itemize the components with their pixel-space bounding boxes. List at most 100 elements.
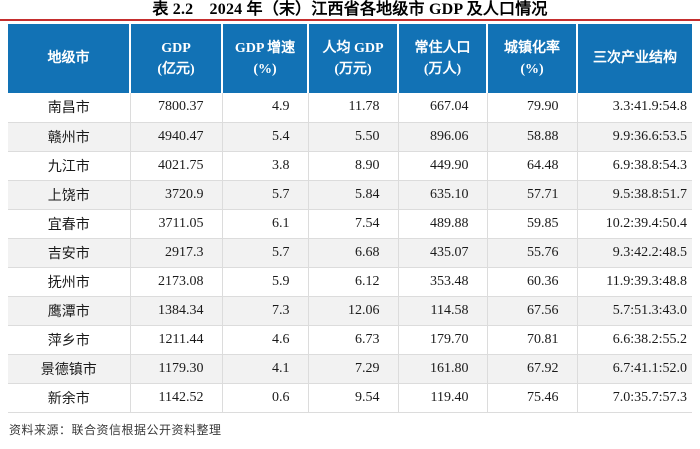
- cell-industry: 3.3:41.9:54.8: [576, 93, 692, 123]
- data-source-note: 资料来源：联合资信根据公开资料整理: [9, 422, 222, 437]
- cell-gdp: 2917.3: [129, 237, 223, 268]
- cell-per_capita: 7.54: [307, 208, 399, 239]
- cell-city: 九江市: [8, 150, 131, 181]
- cell-urbanization: 57.71: [486, 179, 578, 210]
- cell-city: 新余市: [8, 382, 131, 413]
- cell-growth: 5.7: [221, 179, 309, 210]
- cell-population: 489.88: [397, 208, 488, 239]
- cell-city: 抚州市: [8, 266, 131, 297]
- cell-urbanization: 79.90: [486, 93, 578, 123]
- cell-population: 119.40: [397, 382, 488, 413]
- header-per-capita-gdp: 人均 GDP (万元): [308, 24, 399, 93]
- cell-urbanization: 58.88: [486, 121, 578, 152]
- header-gdp: GDP (亿元): [130, 24, 223, 93]
- cell-city: 上饶市: [8, 179, 131, 210]
- cell-population: 161.80: [397, 353, 488, 384]
- cell-population: 435.07: [397, 237, 488, 268]
- table-title: 表 2.2 2024 年（末）江西省各地级市 GDP 及人口情况: [152, 1, 548, 18]
- cell-industry: 6.7:41.1:52.0: [576, 353, 692, 384]
- cell-city: 宜春市: [8, 208, 131, 239]
- header-gdp-growth: GDP 增速 (%): [222, 24, 309, 93]
- cell-city: 赣州市: [8, 121, 131, 152]
- table-row: 赣州市 4940.47 5.4 5.50 896.06 58.88 9.9:36.6:53.…: [8, 121, 692, 152]
- cell-gdp: 1142.52: [129, 382, 223, 413]
- cell-urbanization: 64.48: [486, 150, 578, 181]
- data-table-wrapper: 地级市 GDP (亿元) GDP 增速 (%) 人均 GDP (万元) 常住人口 (万人…: [8, 24, 692, 413]
- table-row: 宜春市 3711.05 6.1 7.54 489.88 59.85 10.2:39.4:50…: [8, 208, 692, 239]
- cell-urbanization: 70.81: [486, 324, 578, 355]
- cell-growth: 6.1: [221, 208, 309, 239]
- cell-growth: 5.7: [221, 237, 309, 268]
- table-row: 南昌市 7800.37 4.9 11.78 667.04 79.90 3.3:41.9:54…: [8, 93, 692, 123]
- cell-population: 449.90: [397, 150, 488, 181]
- cell-population: 635.10: [397, 179, 488, 210]
- red-divider-line: [0, 19, 700, 21]
- header-industry-structure: 三次产业结构: [577, 24, 692, 93]
- gdp-population-table: 地级市 GDP (亿元) GDP 增速 (%) 人均 GDP (万元) 常住人口 (万人…: [8, 24, 692, 413]
- table-row: 萍乡市 1211.44 4.6 6.73 179.70 70.81 6.6:38.2:55.…: [8, 324, 692, 355]
- cell-industry: 6.6:38.2:55.2: [576, 324, 692, 355]
- cell-urbanization: 60.36: [486, 266, 578, 297]
- cell-per_capita: 7.29: [307, 353, 399, 384]
- cell-population: 179.70: [397, 324, 488, 355]
- cell-growth: 0.6: [221, 382, 309, 413]
- cell-growth: 3.8: [221, 150, 309, 181]
- cell-growth: 4.6: [221, 324, 309, 355]
- table-row: 新余市 1142.52 0.6 9.54 119.40 75.46 7.0:35.7:57.…: [8, 382, 692, 413]
- table-row: 抚州市 2173.08 5.9 6.12 353.48 60.36 11.9:39.3:48…: [8, 266, 692, 297]
- cell-gdp: 3711.05: [129, 208, 223, 239]
- cell-growth: 5.9: [221, 266, 309, 297]
- cell-per_capita: 6.73: [307, 324, 399, 355]
- table-body: 南昌市 7800.37 4.9 11.78 667.04 79.90 3.3:41.9:54…: [8, 93, 692, 413]
- cell-per_capita: 12.06: [307, 295, 399, 326]
- cell-urbanization: 55.76: [486, 237, 578, 268]
- cell-urbanization: 75.46: [486, 382, 578, 413]
- cell-per_capita: 11.78: [307, 93, 399, 123]
- cell-population: 114.58: [397, 295, 488, 326]
- cell-city: 鹰潭市: [8, 295, 131, 326]
- cell-urbanization: 67.92: [486, 353, 578, 384]
- cell-gdp: 4021.75: [129, 150, 223, 181]
- cell-growth: 5.4: [221, 121, 309, 152]
- cell-city: 景德镇市: [8, 353, 131, 384]
- cell-per_capita: 5.84: [307, 179, 399, 210]
- cell-industry: 9.5:38.8:51.7: [576, 179, 692, 210]
- cell-per_capita: 5.50: [307, 121, 399, 152]
- cell-population: 667.04: [397, 93, 488, 123]
- cell-gdp: 1179.30: [129, 353, 223, 384]
- table-row: 景德镇市 1179.30 4.1 7.29 161.80 67.92 6.7:41.1:52…: [8, 353, 692, 384]
- cell-industry: 9.9:36.6:53.5: [576, 121, 692, 152]
- cell-population: 353.48: [397, 266, 488, 297]
- header-population: 常住人口 (万人): [398, 24, 488, 93]
- table-header: 地级市 GDP (亿元) GDP 增速 (%) 人均 GDP (万元) 常住人口 (万人…: [8, 24, 692, 93]
- cell-per_capita: 6.12: [307, 266, 399, 297]
- header-row: 地级市 GDP (亿元) GDP 增速 (%) 人均 GDP (万元) 常住人口 (万人…: [8, 24, 692, 93]
- cell-gdp: 3720.9: [129, 179, 223, 210]
- cell-city: 南昌市: [8, 93, 131, 123]
- table-row: 上饶市 3720.9 5.7 5.84 635.10 57.71 9.5:38.8:51.7: [8, 179, 692, 210]
- cell-industry: 9.3:42.2:48.5: [576, 237, 692, 268]
- cell-city: 萍乡市: [8, 324, 131, 355]
- table-row: 吉安市 2917.3 5.7 6.68 435.07 55.76 9.3:42.2:48.5: [8, 237, 692, 268]
- cell-industry: 5.7:51.3:43.0: [576, 295, 692, 326]
- cell-urbanization: 59.85: [486, 208, 578, 239]
- cell-urbanization: 67.56: [486, 295, 578, 326]
- cell-gdp: 1211.44: [129, 324, 223, 355]
- cell-industry: 10.2:39.4:50.4: [576, 208, 692, 239]
- cell-per_capita: 9.54: [307, 382, 399, 413]
- cell-city: 吉安市: [8, 237, 131, 268]
- cell-industry: 7.0:35.7:57.3: [576, 382, 692, 413]
- cell-population: 896.06: [397, 121, 488, 152]
- cell-growth: 4.1: [221, 353, 309, 384]
- cell-per_capita: 8.90: [307, 150, 399, 181]
- table-row: 鹰潭市 1384.34 7.3 12.06 114.58 67.56 5.7:51.3:43…: [8, 295, 692, 326]
- cell-gdp: 4940.47: [129, 121, 223, 152]
- cell-gdp: 7800.37: [129, 93, 223, 123]
- cell-gdp: 2173.08: [129, 266, 223, 297]
- cell-per_capita: 6.68: [307, 237, 399, 268]
- table-row: 九江市 4021.75 3.8 8.90 449.90 64.48 6.9:38.8:54.…: [8, 150, 692, 181]
- cell-growth: 4.9: [221, 93, 309, 123]
- cell-industry: 6.9:38.8:54.3: [576, 150, 692, 181]
- header-city: 地级市: [8, 24, 131, 93]
